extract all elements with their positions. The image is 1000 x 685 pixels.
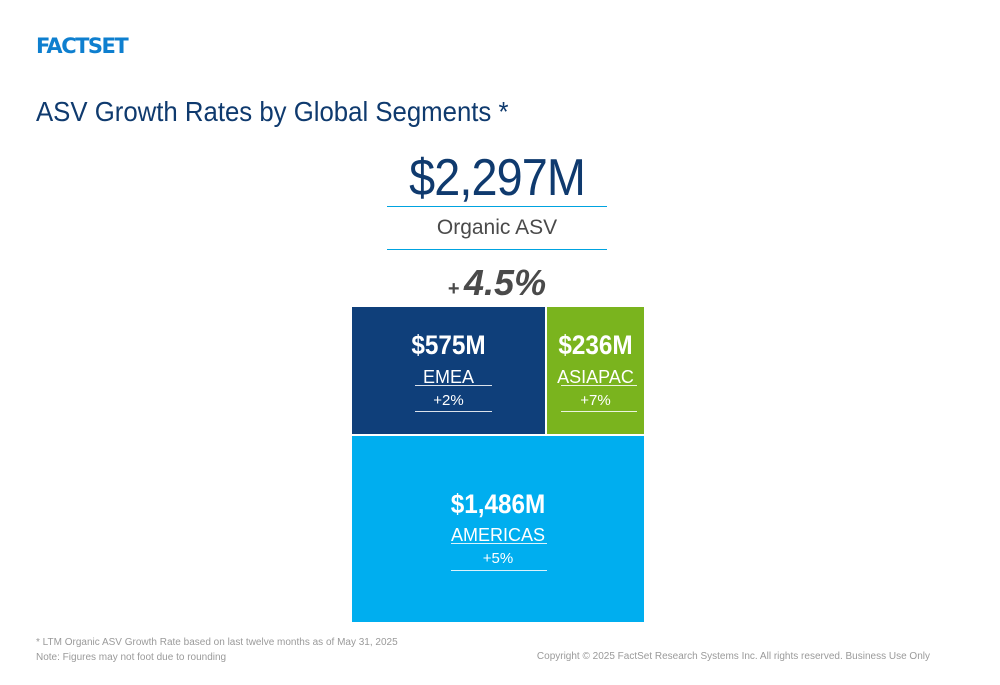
page-title: ASV Growth Rates by Global Segments * bbox=[36, 96, 509, 127]
segment-name-rule bbox=[561, 385, 637, 386]
segment-value: $575M bbox=[411, 330, 486, 360]
segment-growth: +2% bbox=[433, 392, 464, 409]
total-label-rule bbox=[387, 249, 607, 250]
segment-growth: +5% bbox=[482, 550, 514, 567]
segment-growth: +7% bbox=[580, 392, 611, 409]
footnote-ltm: * LTM Organic ASV Growth Rate based on l… bbox=[36, 637, 398, 648]
segment-name-rule bbox=[451, 543, 547, 544]
segment-growth-rule bbox=[451, 570, 547, 571]
segment-name: EMEA bbox=[422, 367, 474, 387]
segment-growth-rule bbox=[561, 411, 637, 412]
segment-value: $1,486M bbox=[450, 489, 546, 519]
factset-logo: FACTSET bbox=[36, 34, 129, 58]
footnote-rounding: Note: Figures may not foot due to roundi… bbox=[36, 652, 227, 663]
total-asv-label: Organic ASV bbox=[436, 216, 558, 239]
segment-emea-box: $575M EMEA +2% bbox=[352, 307, 545, 434]
segment-americas-box: $1,486M AMERICAS +5% bbox=[352, 436, 644, 622]
total-growth-value: 4.5% bbox=[464, 262, 547, 303]
total-growth: + 4.5% bbox=[387, 262, 607, 304]
total-value-rule bbox=[387, 206, 607, 207]
segment-name: ASIAPAC bbox=[557, 367, 634, 387]
segment-growth-rule bbox=[415, 411, 492, 412]
segment-name-rule bbox=[415, 385, 492, 386]
total-asv-value: $2,297M bbox=[409, 149, 586, 207]
segment-asiapac-box: $236M ASIAPAC +7% bbox=[547, 307, 644, 434]
total-growth-sign: + bbox=[447, 278, 460, 300]
segment-name: AMERICAS bbox=[450, 525, 546, 545]
copyright-text: Copyright © 2025 FactSet Research System… bbox=[536, 651, 930, 662]
segment-value: $236M bbox=[558, 330, 633, 360]
